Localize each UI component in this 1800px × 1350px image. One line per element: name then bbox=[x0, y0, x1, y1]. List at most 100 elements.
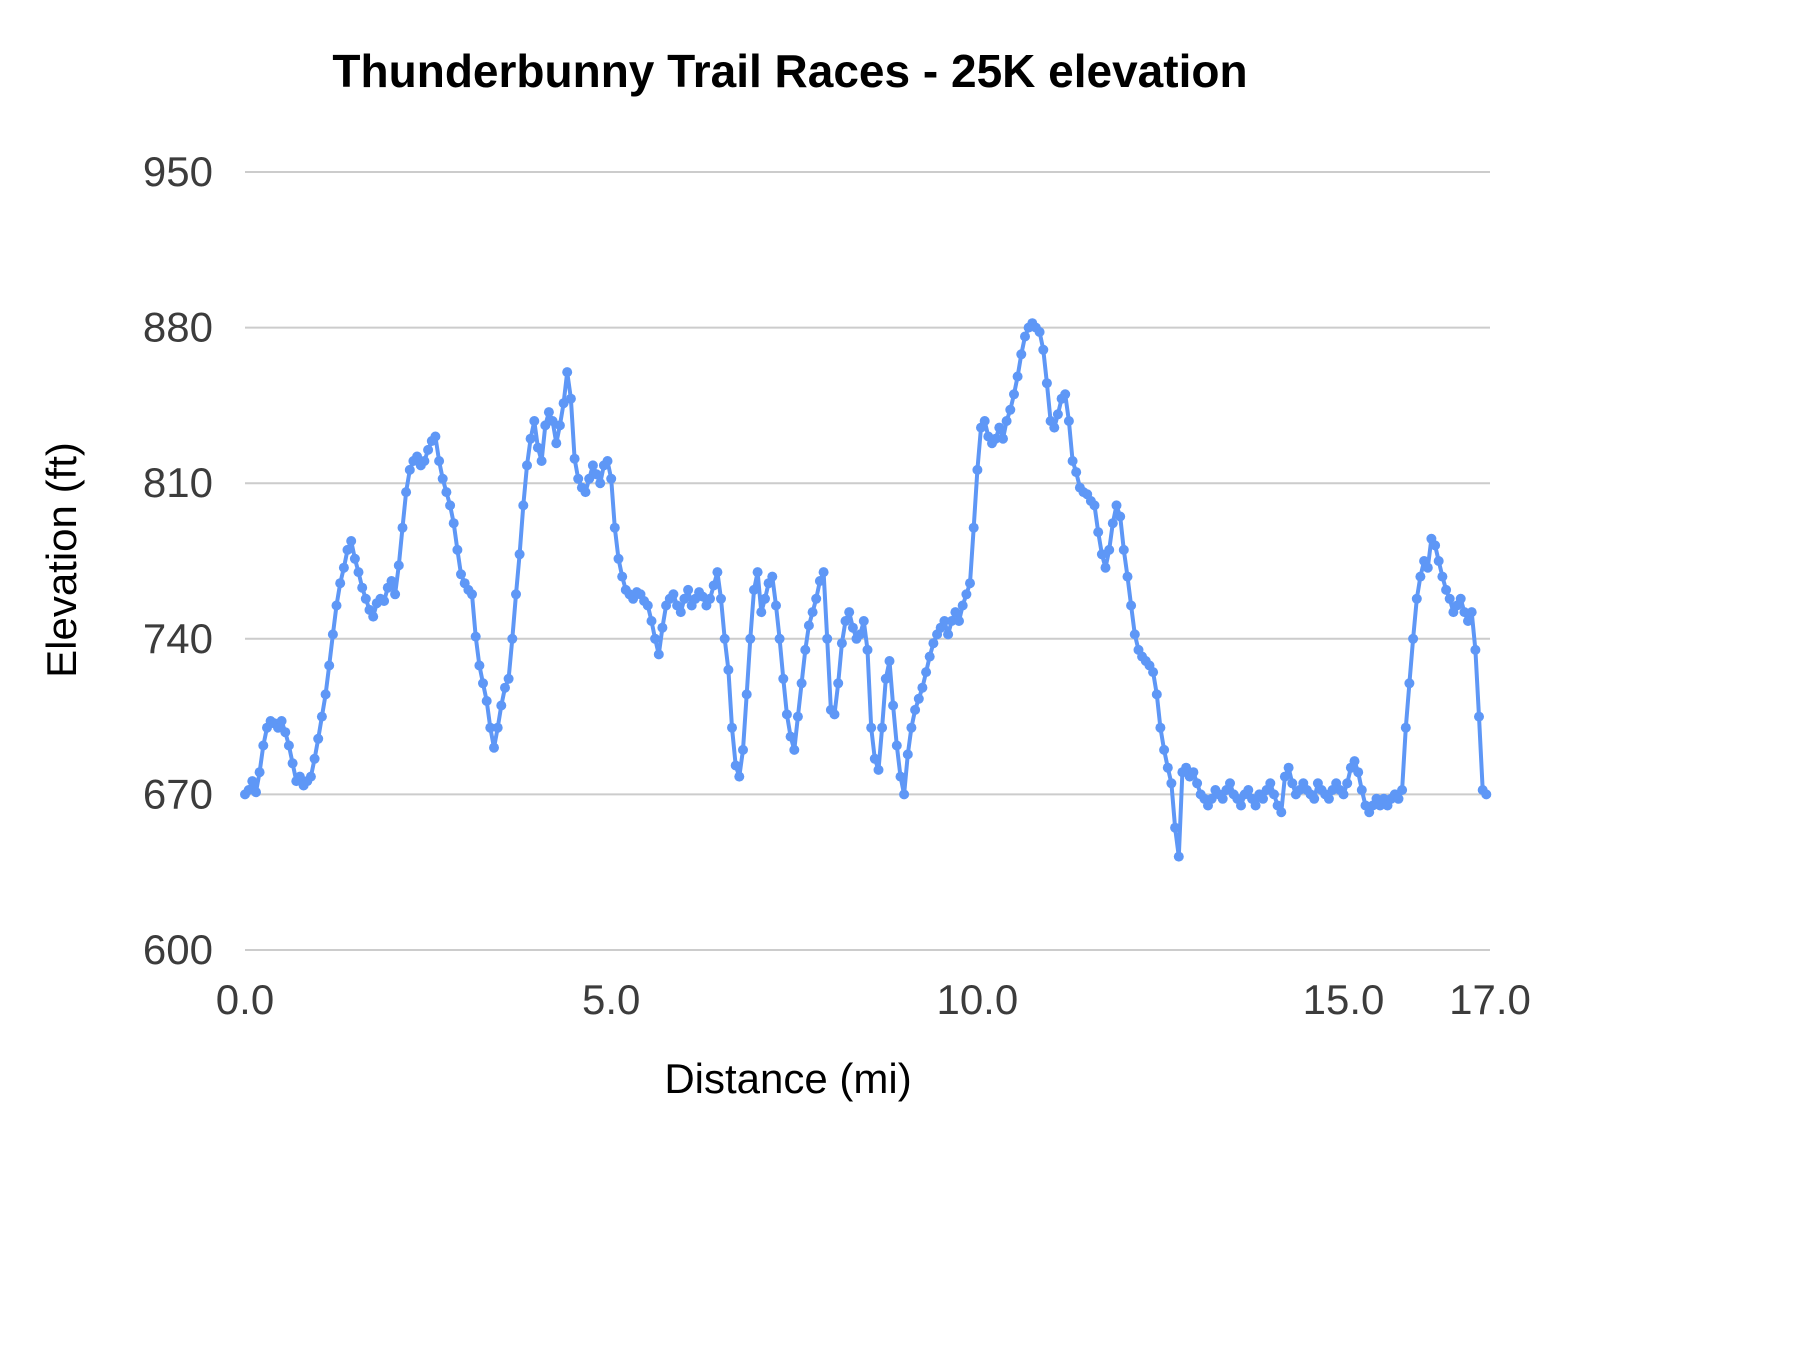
data-point-marker bbox=[430, 431, 441, 442]
data-point-marker bbox=[880, 673, 891, 684]
data-point-marker bbox=[489, 742, 499, 753]
data-point-marker bbox=[950, 607, 961, 618]
data-point-marker bbox=[767, 571, 778, 582]
data-point-marker bbox=[668, 589, 679, 600]
data-point-marker bbox=[1243, 785, 1254, 795]
data-point-marker bbox=[573, 473, 584, 484]
data-point-marker bbox=[789, 744, 800, 755]
data-point-marker bbox=[1400, 722, 1411, 733]
data-point-marker bbox=[540, 420, 551, 431]
data-point-marker bbox=[1323, 793, 1334, 804]
data-point-marker bbox=[1356, 785, 1367, 795]
data-point-marker bbox=[353, 567, 364, 578]
data-point-marker bbox=[675, 607, 686, 618]
data-point-marker bbox=[1422, 562, 1433, 573]
data-point-marker bbox=[313, 733, 324, 744]
data-point-marker bbox=[617, 571, 628, 582]
data-point-marker bbox=[844, 607, 855, 618]
y-tick-label: 810 bbox=[143, 459, 213, 506]
data-point-marker bbox=[730, 760, 741, 771]
data-point-marker bbox=[1250, 800, 1261, 811]
data-point-marker bbox=[456, 569, 466, 580]
data-point-marker bbox=[1192, 778, 1203, 789]
data-point-marker bbox=[1342, 778, 1353, 789]
data-point-marker bbox=[532, 442, 543, 453]
data-point-marker bbox=[254, 767, 265, 778]
data-point-marker bbox=[1470, 644, 1481, 655]
data-point-marker bbox=[1353, 767, 1364, 778]
data-point-marker bbox=[316, 711, 327, 722]
data-point-marker bbox=[833, 678, 844, 689]
data-point-marker bbox=[503, 673, 514, 684]
data-point-marker bbox=[591, 469, 602, 480]
data-point-marker bbox=[741, 689, 752, 700]
elevation-line bbox=[243, 321, 1489, 859]
data-point-marker bbox=[1269, 789, 1279, 800]
data-point-marker bbox=[1020, 331, 1030, 342]
data-point-marker bbox=[536, 456, 547, 466]
data-point-marker bbox=[1415, 571, 1426, 582]
data-point-marker bbox=[441, 487, 452, 498]
data-point-marker bbox=[968, 522, 979, 533]
data-point-marker bbox=[1063, 416, 1074, 426]
data-point-marker bbox=[752, 567, 763, 578]
data-point-marker bbox=[1155, 722, 1166, 733]
data-point-marker bbox=[836, 638, 847, 649]
data-point-marker bbox=[771, 600, 781, 611]
data-point-marker bbox=[1437, 571, 1448, 582]
data-point-marker bbox=[419, 456, 430, 466]
data-point-marker bbox=[650, 633, 661, 644]
data-point-marker bbox=[734, 771, 745, 782]
data-point-marker bbox=[287, 758, 298, 769]
data-point-marker bbox=[584, 473, 595, 484]
data-point-marker bbox=[565, 393, 576, 404]
data-point-marker bbox=[1060, 389, 1071, 400]
data-point-marker bbox=[547, 416, 558, 426]
y-tick-label: 600 bbox=[143, 926, 213, 973]
data-point-marker bbox=[305, 771, 316, 782]
data-point-marker bbox=[957, 600, 968, 611]
data-point-marker bbox=[723, 664, 734, 675]
data-point-marker bbox=[1115, 511, 1126, 522]
data-point-marker bbox=[1166, 778, 1177, 789]
data-point-marker bbox=[1093, 527, 1104, 538]
data-point-marker bbox=[1225, 778, 1235, 789]
data-point-marker bbox=[1408, 633, 1419, 644]
data-point-marker bbox=[778, 673, 789, 684]
data-point-marker bbox=[1258, 793, 1268, 804]
data-point-marker bbox=[518, 500, 529, 511]
data-point-marker bbox=[1096, 549, 1107, 560]
data-point-marker bbox=[679, 593, 690, 604]
data-point-marker bbox=[1005, 404, 1016, 415]
data-point-marker bbox=[954, 616, 964, 626]
data-point-marker bbox=[1071, 467, 1082, 478]
data-point-marker bbox=[913, 693, 924, 704]
data-point-marker bbox=[393, 560, 404, 571]
data-point-marker bbox=[653, 649, 664, 660]
data-point-marker bbox=[1016, 349, 1027, 360]
data-point-marker bbox=[1287, 778, 1298, 789]
data-point-marker bbox=[1148, 667, 1159, 678]
data-point-marker bbox=[1151, 689, 1162, 700]
data-point-marker bbox=[785, 731, 796, 742]
data-point-marker bbox=[1411, 593, 1422, 604]
data-point-marker bbox=[818, 567, 829, 578]
data-point-marker bbox=[587, 460, 598, 471]
data-point-marker bbox=[529, 416, 540, 426]
y-tick-label: 880 bbox=[143, 304, 213, 351]
data-point-marker bbox=[829, 709, 840, 720]
data-point-marker bbox=[1041, 378, 1052, 389]
data-point-marker bbox=[595, 478, 606, 489]
data-point-marker bbox=[902, 749, 913, 760]
data-point-marker bbox=[485, 722, 496, 733]
data-point-marker bbox=[1206, 793, 1217, 804]
data-point-marker bbox=[1170, 822, 1181, 833]
x-tick-label: 10.0 bbox=[936, 976, 1018, 1023]
data-point-marker bbox=[781, 709, 792, 720]
data-point-marker bbox=[1459, 607, 1470, 618]
data-point-marker bbox=[738, 744, 748, 755]
data-point-marker bbox=[847, 622, 858, 633]
data-point-marker bbox=[1111, 500, 1122, 511]
data-point-marker bbox=[719, 633, 730, 644]
